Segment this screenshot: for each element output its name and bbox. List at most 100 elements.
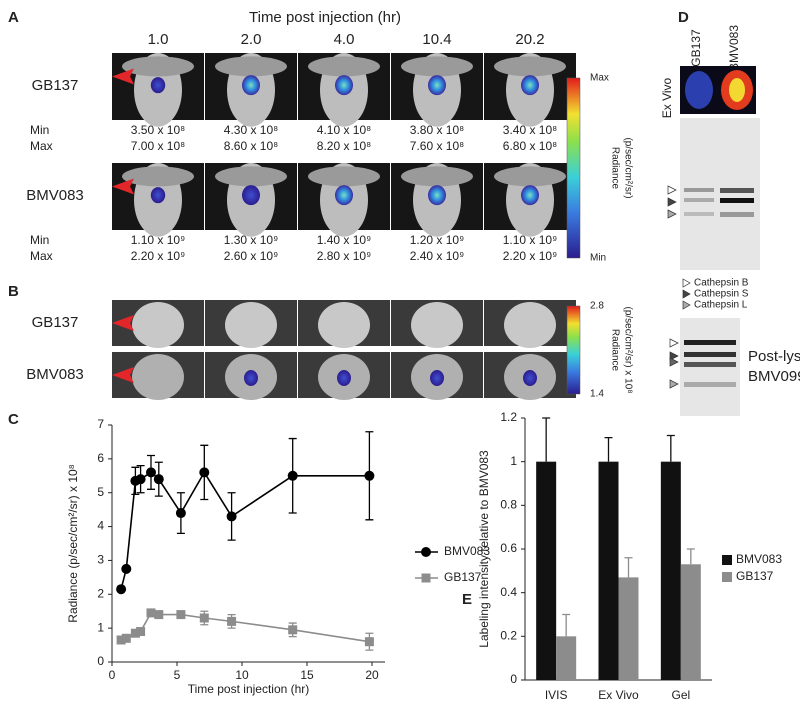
- bar: [680, 564, 701, 680]
- mouse-body: [215, 56, 287, 77]
- x-tick-label: Gel: [671, 688, 690, 702]
- colorbar-label: (p/sec/cm²/sr): [622, 137, 633, 198]
- point: [287, 470, 298, 481]
- mouse-body: [225, 302, 277, 348]
- arrow: [112, 315, 134, 331]
- legend-label: Cathepsin S: [694, 289, 749, 300]
- gel-band: [684, 382, 736, 387]
- signal-blob: [523, 370, 537, 386]
- point: [116, 635, 126, 645]
- y-tick-label: 6: [97, 451, 104, 465]
- panel-letter: D: [678, 9, 689, 26]
- legend-swatch: [722, 572, 732, 582]
- gel-band: [684, 352, 736, 357]
- max-value: 6.80 x 10⁸: [503, 139, 557, 153]
- min-label: Min: [30, 233, 49, 247]
- signal-blob: [428, 75, 446, 96]
- signal-blob: [242, 75, 260, 96]
- legend-label: BMV083: [444, 544, 490, 558]
- panel-title: Time post injection (hr): [249, 9, 401, 26]
- colorbar: [566, 305, 581, 395]
- gel-band: [684, 198, 714, 202]
- min-value: 3.40 x 10⁸: [503, 123, 557, 137]
- lane-label: BMV083: [727, 25, 741, 71]
- point: [136, 627, 146, 637]
- gel-band: [684, 362, 736, 367]
- bar: [618, 577, 639, 680]
- y-tick-label: 7: [97, 417, 104, 431]
- mouse-body: [308, 56, 380, 77]
- bar: [536, 461, 557, 680]
- y-tick-label: 0: [97, 654, 104, 668]
- min-label: Min: [30, 123, 49, 137]
- signal-blob: [242, 185, 260, 206]
- y-tick-label: 0: [510, 672, 517, 686]
- panel-letter: E: [462, 591, 472, 608]
- gel-band: [684, 340, 736, 345]
- legend-label: GB137: [444, 570, 482, 584]
- mouse-body: [401, 166, 473, 187]
- point: [116, 584, 127, 595]
- side-label: Ex Vivo: [660, 77, 674, 118]
- mouse-body: [215, 166, 287, 187]
- point: [121, 563, 132, 574]
- error-bar: [624, 557, 633, 578]
- max-value: 2.20 x 10⁹: [131, 249, 186, 263]
- arrow: [669, 357, 679, 367]
- max-value: 2.20 x 10⁹: [503, 249, 558, 263]
- max-value: 8.60 x 10⁸: [224, 139, 278, 153]
- signal-blob: [150, 77, 166, 94]
- max-value: 2.40 x 10⁹: [410, 249, 465, 263]
- legend-swatch: [722, 555, 732, 565]
- y-tick-label: 4: [97, 519, 104, 533]
- max-label: Max: [30, 249, 53, 263]
- min-value: 1.20 x 10⁹: [410, 233, 465, 247]
- min-value: 1.10 x 10⁹: [131, 233, 186, 247]
- mouse-body: [132, 354, 184, 400]
- signal-blob: [335, 185, 353, 206]
- row-label: GB137: [32, 314, 79, 331]
- mouse-body: [494, 56, 566, 77]
- legend-marker: [421, 573, 431, 583]
- max-value: 7.60 x 10⁸: [410, 139, 464, 153]
- min-value: 3.50 x 10⁸: [131, 123, 185, 137]
- signal-blob: [335, 75, 353, 96]
- point: [226, 511, 237, 522]
- x-tick-label: 0: [109, 668, 116, 682]
- row-label: GB137: [32, 77, 79, 94]
- panel-letter: A: [8, 9, 19, 26]
- row-label: BMV083: [26, 187, 84, 204]
- y-tick-label: 0.2: [500, 629, 517, 643]
- arrow: [669, 379, 679, 389]
- y-tick-label: 0.6: [500, 541, 517, 555]
- min-value: 1.40 x 10⁹: [317, 233, 372, 247]
- panel-letter: C: [8, 411, 19, 428]
- x-tick-label: Ex Vivo: [598, 688, 639, 702]
- legend-marker: [421, 547, 431, 557]
- arrow: [667, 209, 677, 219]
- error-bar: [604, 437, 613, 462]
- x-tick-label: 5: [174, 668, 181, 682]
- legend-label: BMV083: [736, 552, 782, 566]
- y-tick-label: 5: [97, 485, 104, 499]
- bar: [556, 636, 577, 680]
- time-label: 2.0: [241, 31, 262, 48]
- signal-blob: [521, 185, 539, 206]
- colorbar-top: 2.8: [590, 301, 604, 312]
- gel: [680, 118, 760, 270]
- min-value: 4.10 x 10⁸: [317, 123, 371, 137]
- arrow: [667, 185, 677, 195]
- colorbar-label: Radiance: [609, 147, 620, 190]
- signal-blob: [150, 187, 166, 204]
- colorbar: [566, 77, 581, 259]
- mouse-body: [504, 302, 556, 348]
- mouse-body: [122, 166, 194, 187]
- legend-marker: [682, 289, 691, 299]
- min-value: 4.30 x 10⁸: [224, 123, 278, 137]
- point: [146, 467, 156, 478]
- arrow: [669, 338, 679, 348]
- bar: [660, 461, 681, 680]
- y-axis-title: Radiance (p/sec/cm²/sr) x 10⁸: [66, 464, 80, 622]
- panel-letter: B: [8, 283, 19, 300]
- x-tick-label: IVIS: [545, 688, 568, 702]
